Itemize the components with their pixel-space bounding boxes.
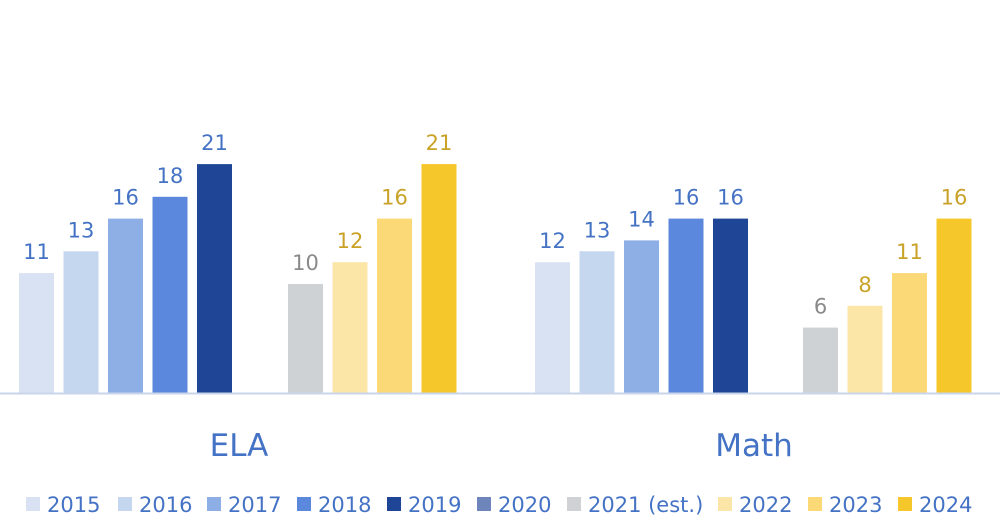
legend-item: 2022 [718, 493, 792, 517]
data-label: 16 [381, 186, 408, 210]
legend-label: 2022 [739, 493, 792, 517]
legend-item: 2024 [898, 493, 972, 517]
legend: 2015 2016 2017 2018 2019 2020 2021 (est.) 2022 2… [26, 493, 972, 517]
legend-swatch [898, 497, 912, 511]
data-label: 6 [814, 295, 827, 319]
data-label: 12 [539, 229, 566, 253]
data-label: 14 [628, 207, 655, 231]
data-label: 16 [112, 186, 139, 210]
bar-math-2022 [847, 305, 883, 393]
category-label-math: Math [715, 428, 793, 464]
bar-ela-2016 [63, 251, 99, 393]
legend-swatch [718, 497, 732, 511]
data-label: 21 [426, 131, 453, 155]
bar-math-2016 [579, 251, 615, 393]
category-label-ela: ELA [210, 428, 269, 464]
bar-ela-2015 [19, 273, 54, 393]
data-label: 13 [584, 218, 611, 242]
legend-label: 2024 [919, 493, 972, 517]
bar-math-2021est [803, 327, 838, 393]
data-label: 12 [337, 229, 364, 253]
legend-label: 2021 (est.) [588, 493, 703, 517]
bar-ela-2018 [152, 196, 188, 393]
data-label: 16 [941, 186, 968, 210]
legend-swatch [207, 497, 221, 511]
bar-math-2023 [892, 273, 927, 393]
bar-math-2024 [936, 218, 972, 393]
legend-swatch [26, 497, 40, 511]
legend-label: 2018 [318, 493, 371, 517]
data-label: 10 [292, 251, 319, 275]
category-labels: ELA Math [210, 428, 793, 464]
legend-swatch [297, 497, 311, 511]
bar-ela-2023 [377, 218, 412, 393]
legend-item: 2016 [118, 493, 192, 517]
bar-ela-2017 [108, 218, 143, 393]
data-label: 11 [896, 240, 923, 264]
legend-label: 2020 [498, 493, 551, 517]
bar-math-2017 [624, 240, 659, 393]
data-label: 18 [157, 164, 184, 188]
legend-item: 2020 [477, 493, 551, 517]
data-label: 13 [68, 218, 95, 242]
legend-item: 2018 [297, 493, 371, 517]
bar-math-2015 [535, 262, 570, 393]
data-label: 16 [717, 186, 744, 210]
legend-label: 2016 [139, 493, 192, 517]
legend-label: 2019 [408, 493, 461, 517]
bar-math-2018 [668, 218, 704, 393]
legend-label: 2015 [47, 493, 100, 517]
bar-ela-2024 [421, 164, 457, 393]
legend-swatch [567, 497, 581, 511]
data-label: 16 [673, 186, 700, 210]
legend-item: 2021 (est.) [567, 493, 703, 517]
bar-ela-2022 [332, 262, 368, 393]
bar-ela-2019 [197, 164, 232, 393]
bar-math-2019 [713, 218, 748, 393]
data-label: 21 [201, 131, 228, 155]
data-label: 11 [23, 240, 50, 264]
bars-layer: 11 13 16 18 21 10 12 16 21 12 13 14 16 16 6 8 11 16 [19, 131, 972, 393]
legend-item: 2023 [808, 493, 882, 517]
data-label: 8 [858, 273, 871, 297]
legend-swatch [118, 497, 132, 511]
bar-ela-2021est [288, 284, 323, 393]
legend-label: 2017 [228, 493, 281, 517]
legend-swatch [387, 497, 401, 511]
legend-item: 2019 [387, 493, 461, 517]
legend-swatch [808, 497, 822, 511]
legend-item: 2015 [26, 493, 100, 517]
legend-swatch [477, 497, 491, 511]
legend-label: 2023 [829, 493, 882, 517]
legend-item: 2017 [207, 493, 281, 517]
